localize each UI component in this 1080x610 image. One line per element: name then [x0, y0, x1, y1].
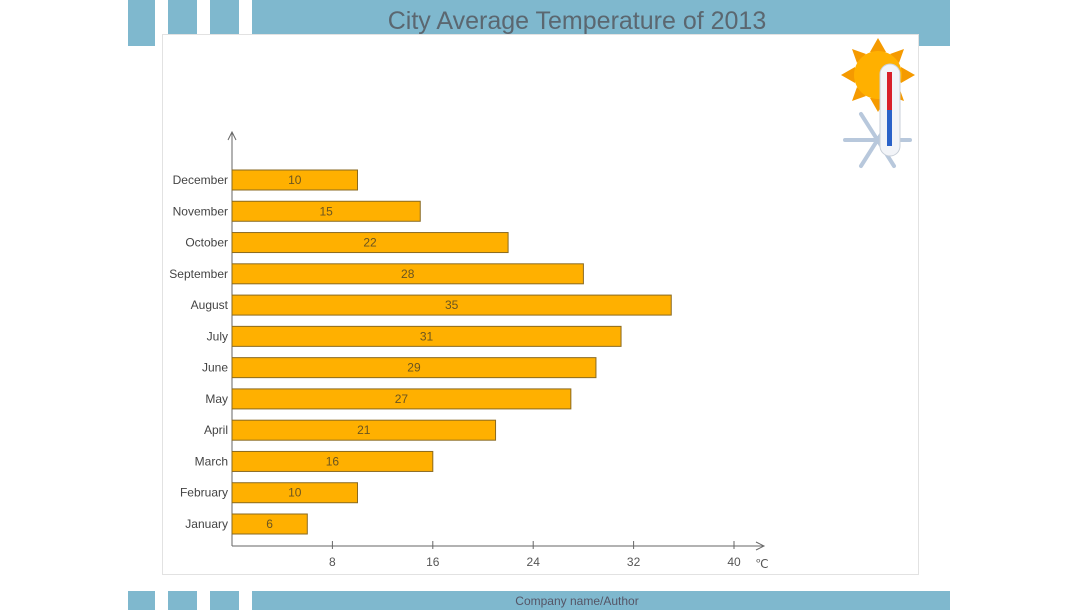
y-category-label: October: [185, 236, 228, 250]
x-tick-label: 32: [627, 555, 641, 569]
y-category-label: August: [191, 298, 229, 312]
bar-june: [231, 357, 597, 379]
footer-stripe: [239, 591, 252, 610]
bar-value-label: 6: [266, 517, 273, 531]
bar-january: [231, 513, 308, 535]
x-axis-label: ℃: [755, 557, 768, 571]
footer-bar: [128, 591, 950, 610]
bar-value-label: 16: [326, 454, 340, 468]
bar-value-label: 27: [395, 392, 409, 406]
bar-value-label: 35: [445, 298, 459, 312]
footer-text: Company name/Author: [515, 594, 639, 608]
bar-october: [231, 232, 509, 254]
x-tick-label: 24: [527, 555, 541, 569]
bar-july: [231, 325, 622, 347]
sun-icon: [841, 38, 915, 112]
y-category-label: May: [205, 392, 228, 406]
y-category-label: March: [195, 454, 228, 468]
x-axis-arrow: [755, 541, 766, 551]
bar-value-label: 10: [288, 173, 302, 187]
footer-stripe: [155, 591, 168, 610]
y-category-label: June: [202, 361, 228, 375]
y-category-label: January: [185, 517, 228, 531]
footer-stripe: [197, 591, 210, 610]
x-tick-label: 40: [727, 555, 741, 569]
bar-september: [231, 263, 584, 285]
bar-april: [231, 419, 497, 441]
bar-value-label: 15: [319, 204, 333, 218]
bar-value-label: 21: [357, 423, 371, 437]
y-category-label: February: [180, 486, 228, 500]
bar-november: [231, 200, 421, 222]
y-category-label: November: [173, 204, 228, 218]
bar-value-label: 28: [401, 267, 415, 281]
y-category-label: July: [207, 329, 228, 343]
y-axis-arrow: [227, 130, 237, 141]
y-category-label: April: [204, 423, 228, 437]
y-category-label: December: [173, 173, 228, 187]
x-tick-label: 16: [426, 555, 440, 569]
bar-value-label: 29: [407, 361, 421, 375]
chart-title: City Average Temperature of 2013: [387, 7, 767, 35]
bar-august: [231, 294, 672, 316]
y-category-label: September: [169, 267, 228, 281]
sun-thermometer-snowflake-icon: [841, 38, 915, 168]
thermometer-icon: [879, 63, 901, 157]
bar-value-label: 31: [420, 329, 434, 343]
bar-december: [231, 169, 358, 191]
bar-march: [231, 450, 434, 472]
bar-may: [231, 388, 572, 410]
x-tick-label: 8: [329, 555, 336, 569]
bar-value-label: 10: [288, 486, 302, 500]
bar-value-label: 22: [363, 236, 377, 250]
bar-february: [231, 482, 358, 504]
